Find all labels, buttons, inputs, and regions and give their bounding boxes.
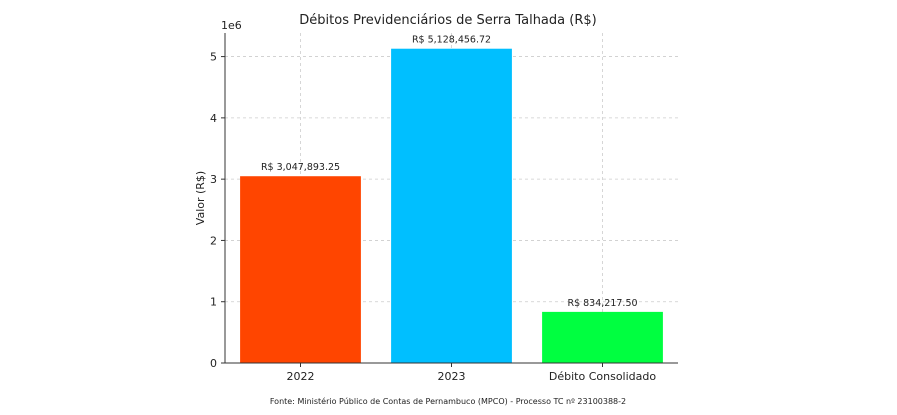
y-axis-label: Valor (R$): [194, 171, 207, 225]
value-label: R$ 3,047,893.25: [261, 162, 340, 173]
value-label: R$ 5,128,456.72: [412, 35, 491, 46]
chart-title: Débitos Previdenciários de Serra Talhada…: [299, 13, 596, 28]
value-label: R$ 834,217.50: [567, 298, 637, 309]
y-tick-label: 3: [210, 173, 217, 186]
bar: [542, 311, 663, 363]
y-tick-label: 0: [210, 357, 217, 370]
bar: [391, 48, 512, 363]
bar: [240, 176, 361, 363]
x-tick-label: 2023: [438, 370, 466, 383]
y-offset-label: 1e6: [221, 19, 242, 32]
y-tick-label: 2: [210, 234, 217, 247]
y-tick-label: 4: [210, 112, 217, 125]
y-tick-label: 5: [210, 51, 217, 64]
x-tick-label: Débito Consolidado: [549, 370, 656, 383]
x-tick-label: 2022: [287, 370, 315, 383]
y-tick-label: 1: [210, 296, 217, 309]
source-note: Fonte: Ministério Público de Contas de P…: [270, 396, 626, 406]
